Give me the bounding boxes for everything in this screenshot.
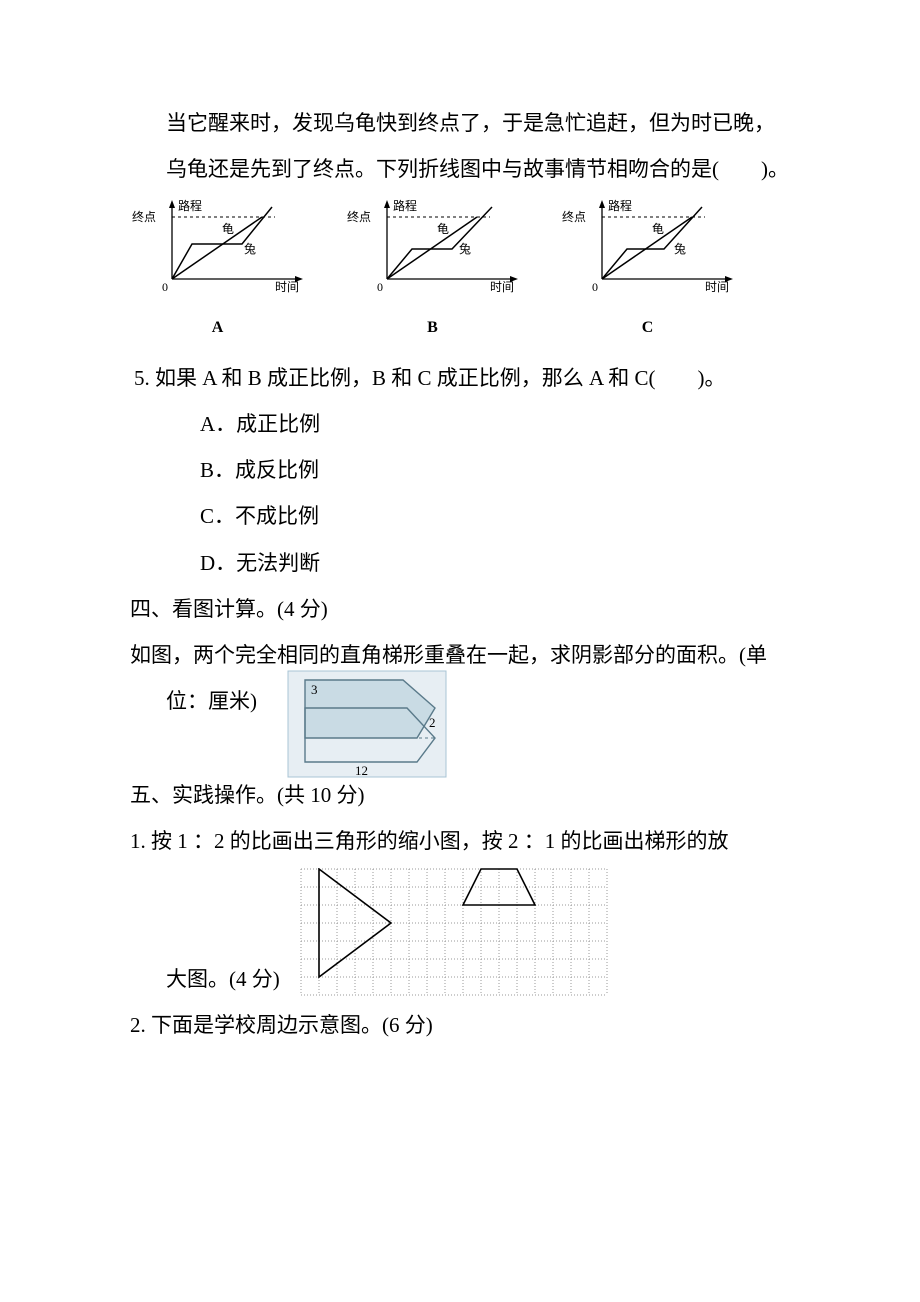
svg-text:0: 0 xyxy=(592,280,598,293)
svg-text:兔: 兔 xyxy=(459,241,471,256)
q5-option-B: B．成反比例 xyxy=(130,447,790,493)
page: 当它醒来时，发现乌龟快到终点了，于是急忙追赶，但为时已晚， 乌龟还是先到了终点。… xyxy=(0,0,920,1302)
svg-text:时间: 时间 xyxy=(490,280,514,293)
chart-A-letter: A xyxy=(130,310,305,345)
chart-A-wrap: 路程时间 终点 0 龟兔 A xyxy=(130,198,305,344)
svg-text:路程: 路程 xyxy=(178,198,202,213)
section4-line2: 位：厘米) xyxy=(130,678,257,724)
chart-A: 路程时间 终点 0 龟兔 xyxy=(130,198,305,293)
chart-C-letter: C xyxy=(560,310,735,345)
section5-q1-line2: 大图。(4 分) xyxy=(130,956,280,1002)
q4-line2: 乌龟还是先到了终点。下列折线图中与故事情节相吻合的是( )。 xyxy=(130,146,790,192)
section5-q1-line1: 1. 按 1 ：2 的比画出三角形的缩小图，按 2 ：1 的比画出梯形的放 xyxy=(130,818,790,864)
q5-option-C: C．不成比例 xyxy=(130,493,790,539)
q4-line1: 当它醒来时，发现乌龟快到终点了，于是急忙追赶，但为时已晚， xyxy=(130,100,790,146)
grid-figure xyxy=(300,868,608,996)
svg-text:路程: 路程 xyxy=(393,198,417,213)
section4-title: 四、看图计算。(4 分) xyxy=(130,586,790,632)
section4-row: 位：厘米) 3212 xyxy=(130,678,790,778)
chart-C-wrap: 路程时间 终点 0 龟兔 C xyxy=(560,198,735,344)
svg-text:终点: 终点 xyxy=(132,209,156,224)
section5-title: 五、实践操作。(共 10 分) xyxy=(130,772,790,818)
svg-text:兔: 兔 xyxy=(674,241,686,256)
q4-charts-row: 路程时间终点0龟兔 A 路程时间终点0龟兔 B 路程时间终点0龟兔 C xyxy=(130,198,790,344)
chart-B-wrap: 路程时间 终点 0 龟兔 B xyxy=(345,198,520,344)
section4-line1: 如图，两个完全相同的直角梯形重叠在一起，求阴影部分的面积。(单 xyxy=(130,632,790,678)
chart-B: 路程时间 终点 0 龟兔 xyxy=(345,198,520,293)
svg-text:路程: 路程 xyxy=(608,198,632,213)
chart-C: 路程时间 终点 0 龟兔 xyxy=(560,198,735,293)
svg-text:龟: 龟 xyxy=(652,222,664,236)
svg-text:龟: 龟 xyxy=(437,222,449,236)
svg-text:2: 2 xyxy=(429,715,436,730)
svg-text:终点: 终点 xyxy=(562,209,586,224)
svg-text:终点: 终点 xyxy=(347,209,371,224)
svg-text:时间: 时间 xyxy=(705,280,729,293)
q5-option-D: D．无法判断 xyxy=(130,540,790,586)
svg-text:0: 0 xyxy=(377,280,383,293)
svg-text:0: 0 xyxy=(162,280,168,293)
svg-text:3: 3 xyxy=(311,682,318,697)
section5-q2: 2. 下面是学校周边示意图。(6 分) xyxy=(130,1002,790,1048)
q5-option-A: A．成正比例 xyxy=(130,401,790,447)
chart-B-letter: B xyxy=(345,310,520,345)
svg-text:龟: 龟 xyxy=(222,222,234,236)
trapezoid-figure: 3212 xyxy=(287,670,447,778)
svg-text:兔: 兔 xyxy=(244,241,256,256)
section5-q1-row2: 大图。(4 分) xyxy=(130,864,790,1002)
q5-stem: 5. 如果 A 和 B 成正比例，B 和 C 成正比例，那么 A 和 C( )。 xyxy=(130,355,790,401)
svg-text:时间: 时间 xyxy=(275,280,299,293)
